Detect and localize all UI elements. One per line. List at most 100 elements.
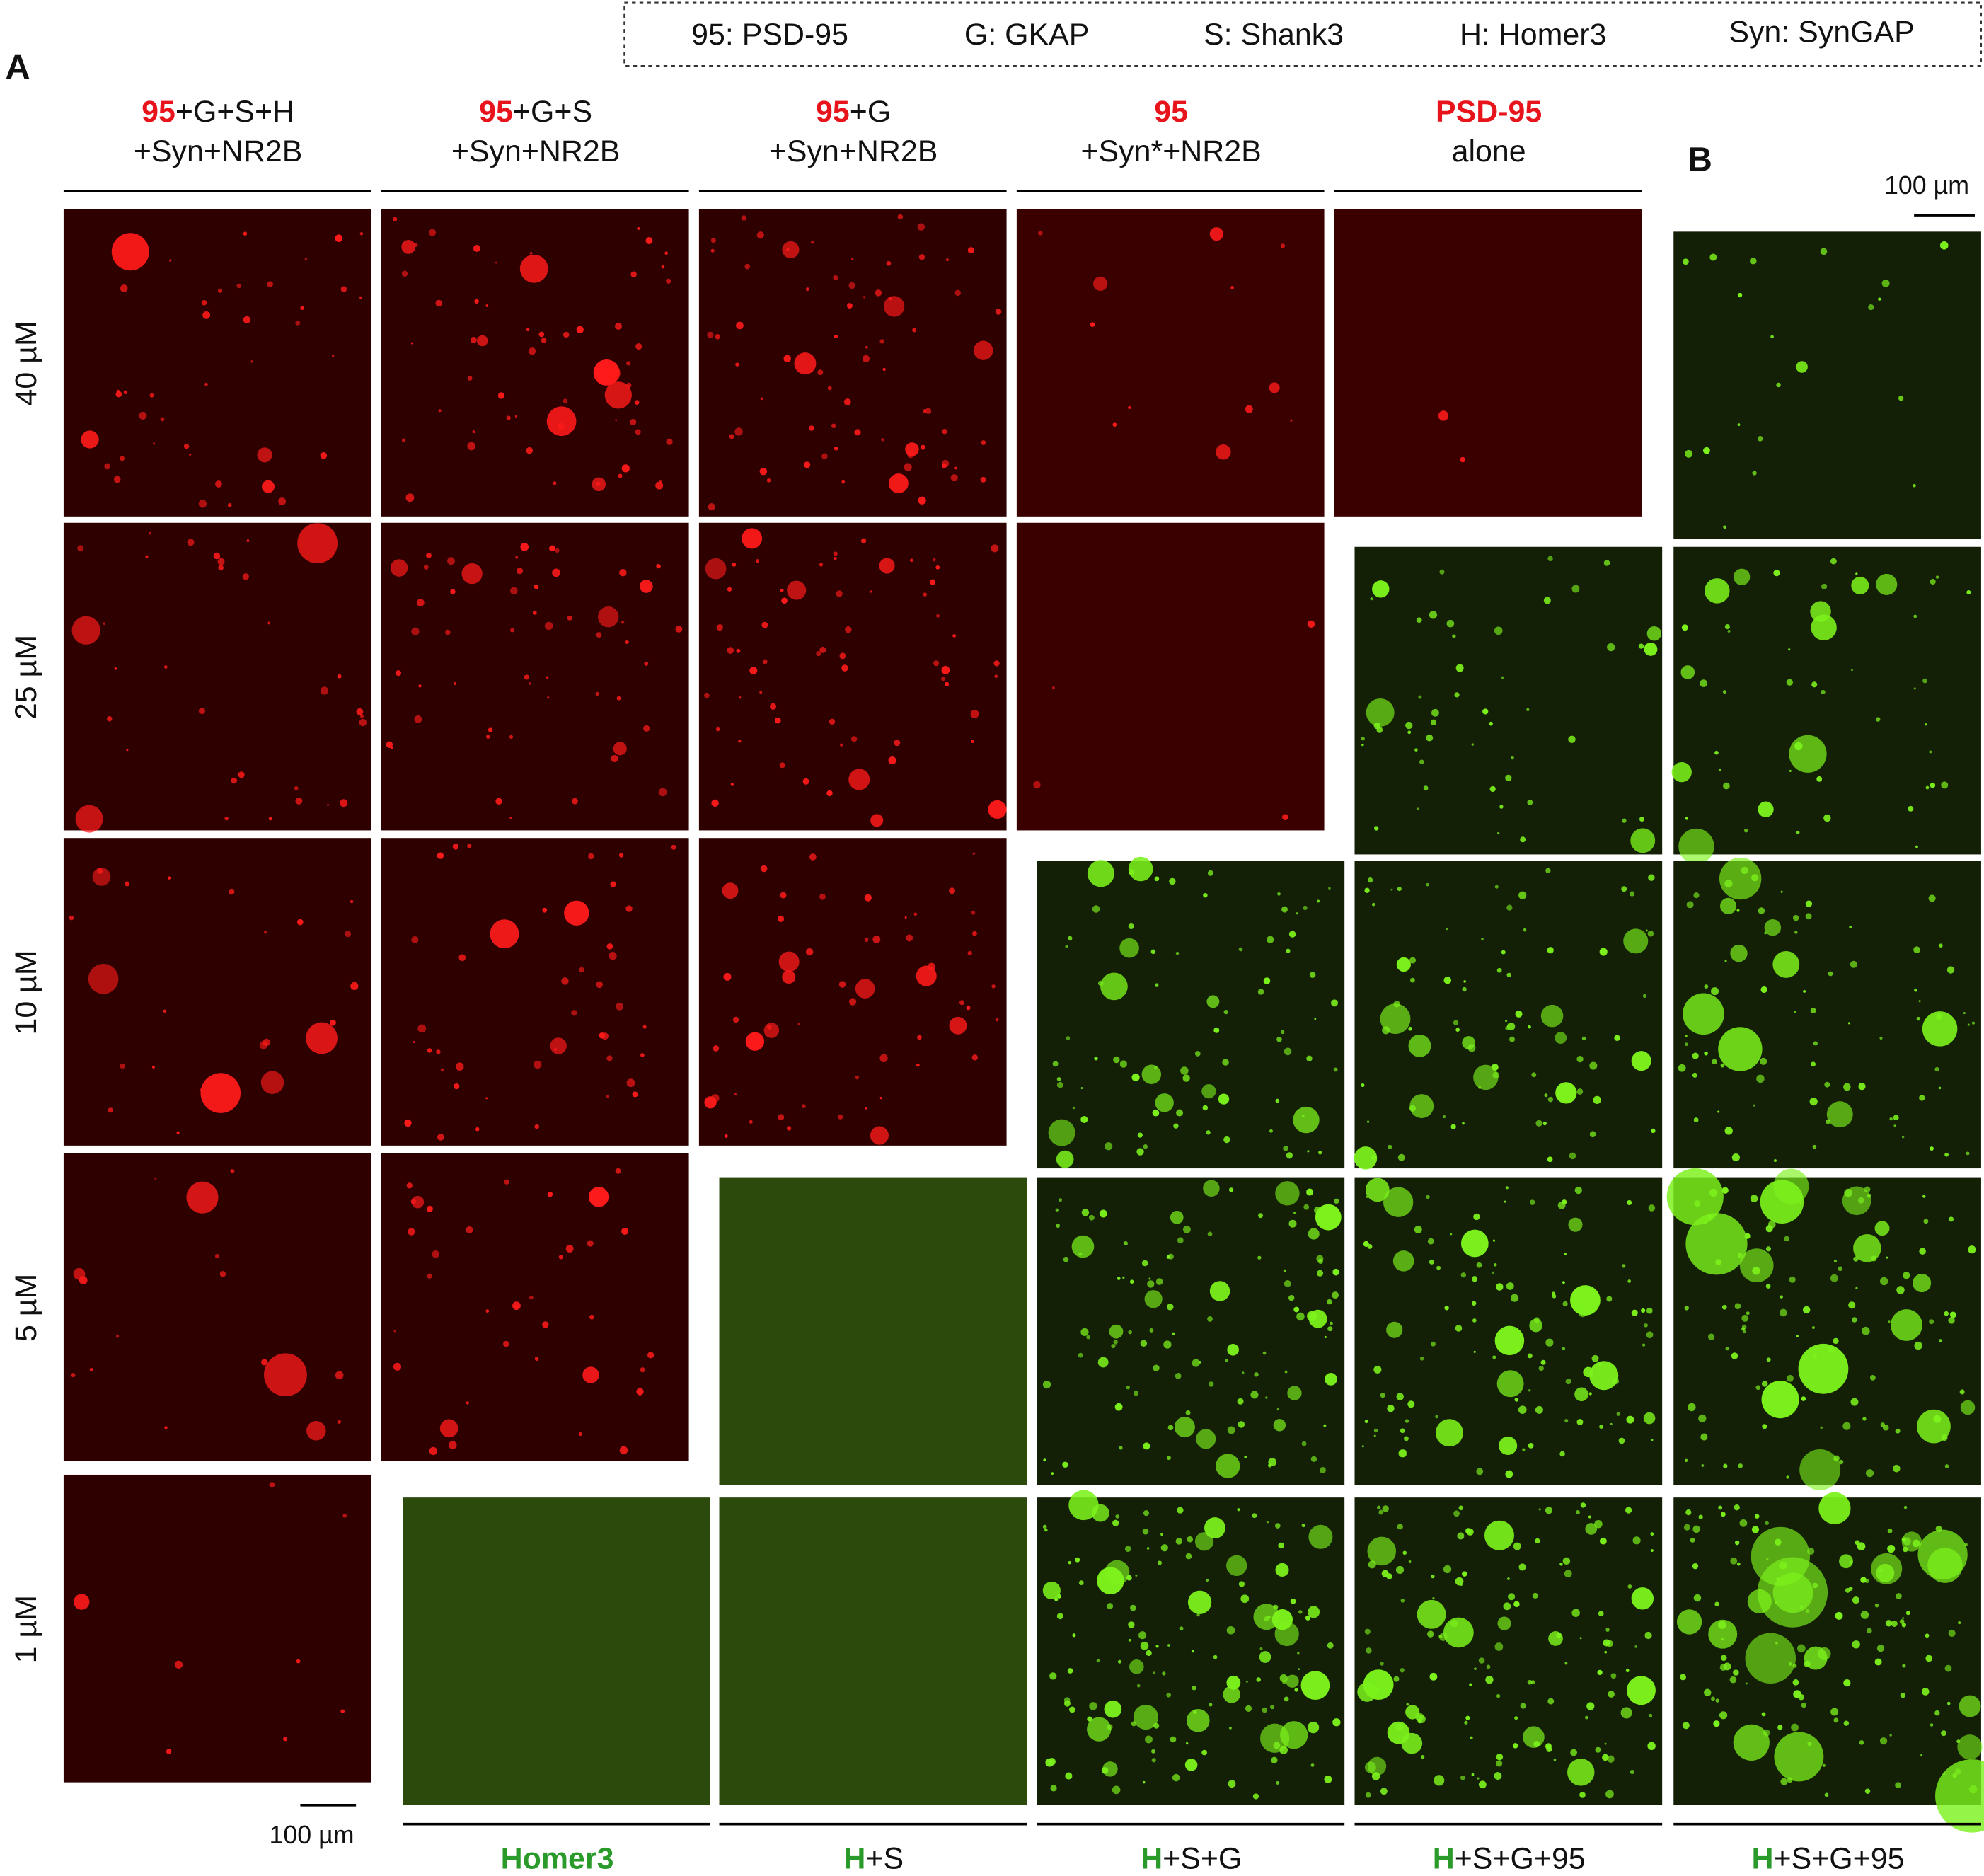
droplet — [1944, 1152, 1949, 1157]
droplet — [1753, 1104, 1755, 1107]
droplet — [1323, 1424, 1327, 1427]
footer-bold: Homer3 — [501, 1842, 614, 1876]
droplet — [843, 398, 851, 405]
droplet — [416, 599, 425, 606]
droplet — [1167, 1304, 1174, 1311]
droplet — [1714, 750, 1719, 755]
droplet — [912, 328, 917, 333]
droplet — [1520, 1703, 1526, 1709]
droplet — [1545, 868, 1551, 873]
droplet — [149, 531, 152, 535]
droplet — [1469, 1683, 1472, 1687]
droplet — [834, 446, 838, 451]
droplet — [941, 677, 945, 681]
droplet — [1610, 1673, 1617, 1679]
droplet — [1177, 1237, 1184, 1244]
droplet — [732, 1016, 739, 1023]
droplet — [1068, 1706, 1075, 1713]
droplet — [467, 844, 472, 848]
droplet — [1408, 1034, 1431, 1057]
droplet — [1828, 971, 1833, 977]
footer-rest: +S+G+95 — [1455, 1842, 1586, 1876]
droplet — [359, 718, 367, 727]
droplet — [618, 473, 623, 478]
droplet — [1874, 1603, 1879, 1608]
droplet — [845, 626, 852, 633]
droplet — [1843, 1720, 1850, 1726]
droplet — [1929, 1319, 1934, 1325]
droplet — [1957, 1734, 1983, 1760]
droplet — [918, 254, 925, 260]
droplet — [827, 386, 832, 391]
droplet — [1262, 1707, 1267, 1713]
micrograph-background — [1354, 546, 1663, 855]
droplet — [215, 480, 222, 488]
droplet — [918, 496, 926, 505]
droplet — [1088, 1214, 1095, 1221]
droplet — [1760, 1057, 1767, 1065]
droplet — [1702, 447, 1710, 454]
droplet — [257, 447, 272, 463]
micrograph — [1016, 209, 1325, 517]
droplet — [783, 355, 791, 363]
droplet — [1332, 1718, 1341, 1727]
droplet — [1454, 692, 1460, 698]
droplet — [1723, 782, 1730, 790]
droplet — [1182, 1225, 1191, 1233]
droplet — [724, 1134, 728, 1138]
droplet — [1905, 1611, 1910, 1616]
droplet — [1719, 1711, 1728, 1720]
droplet — [1276, 1037, 1282, 1042]
droplet — [1786, 679, 1793, 686]
droplet — [1397, 1524, 1403, 1530]
droplet — [1286, 1674, 1299, 1688]
droplet — [1530, 1680, 1535, 1684]
droplet — [1607, 643, 1615, 652]
droplet — [1408, 1026, 1412, 1031]
droplet — [1275, 1181, 1300, 1206]
row-label: 25 µM — [9, 635, 43, 720]
droplet — [198, 708, 205, 715]
micrograph — [63, 209, 371, 517]
droplet — [450, 589, 456, 594]
droplet — [1462, 1571, 1467, 1577]
droplet — [1423, 785, 1429, 791]
droplet — [739, 696, 742, 699]
droplet — [1527, 799, 1533, 805]
droplet — [359, 231, 364, 236]
droplet — [517, 568, 524, 575]
droplet — [1622, 818, 1627, 823]
droplet — [199, 1088, 202, 1091]
droplet — [1646, 1331, 1654, 1339]
droplet — [1298, 1668, 1300, 1671]
droplet — [75, 805, 103, 833]
droplet — [224, 816, 229, 821]
droplet — [1643, 1412, 1656, 1425]
droplet — [1038, 231, 1043, 236]
droplet — [1327, 1299, 1332, 1305]
droplet — [1916, 1016, 1921, 1021]
droplet — [1693, 892, 1700, 899]
droplet — [1380, 1662, 1384, 1666]
droplet — [1213, 1655, 1218, 1659]
droplet — [582, 1366, 599, 1383]
droplet — [1366, 1120, 1370, 1123]
droplet — [1852, 1317, 1857, 1323]
droplet — [1170, 1736, 1177, 1743]
droplet — [1630, 828, 1656, 853]
droplet — [1803, 990, 1806, 993]
droplet — [126, 749, 129, 752]
droplet — [917, 223, 925, 231]
column-header-line2: +Syn+NR2B — [451, 134, 621, 168]
droplet — [1267, 1463, 1272, 1468]
droplet — [1821, 583, 1828, 590]
droplet — [1865, 1469, 1874, 1478]
droplet — [1122, 1276, 1125, 1279]
droplet — [1864, 1788, 1871, 1794]
droplet — [1589, 1361, 1619, 1391]
droplet — [1293, 1106, 1320, 1134]
droplet — [1734, 1540, 1740, 1546]
micrograph — [1671, 546, 1981, 865]
droplet — [730, 783, 734, 786]
droplet — [1472, 1318, 1477, 1323]
